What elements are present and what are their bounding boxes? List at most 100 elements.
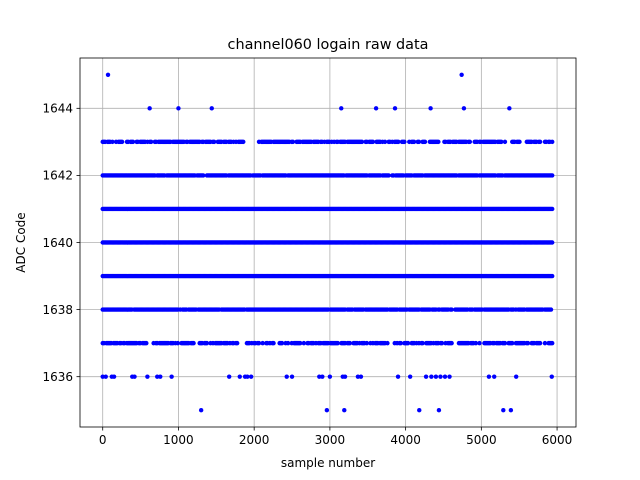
data-points bbox=[100, 72, 555, 413]
data-point bbox=[438, 374, 443, 379]
data-point bbox=[486, 374, 492, 379]
y-tick-label: 1644 bbox=[42, 102, 73, 116]
data-point bbox=[392, 106, 398, 111]
data-point bbox=[111, 374, 117, 379]
data-point bbox=[548, 307, 554, 312]
data-point bbox=[211, 139, 217, 145]
data-point bbox=[237, 374, 242, 379]
x-tick-label: 3000 bbox=[315, 433, 346, 447]
y-tick-label: 1636 bbox=[42, 370, 73, 384]
data-point bbox=[386, 173, 391, 178]
data-point bbox=[542, 340, 548, 346]
data-point bbox=[439, 340, 445, 346]
data-point bbox=[467, 139, 473, 145]
data-point bbox=[317, 374, 322, 379]
data-point bbox=[416, 139, 422, 145]
x-tick-label: 6000 bbox=[542, 433, 573, 447]
data-point bbox=[191, 340, 196, 346]
data-point bbox=[339, 106, 344, 111]
data-point bbox=[373, 106, 379, 111]
data-point bbox=[364, 340, 370, 346]
data-point bbox=[358, 374, 364, 379]
x-tick-label: 2000 bbox=[239, 433, 270, 447]
data-point bbox=[550, 173, 555, 178]
data-point bbox=[284, 374, 289, 379]
data-point bbox=[132, 374, 137, 379]
data-point bbox=[260, 340, 265, 346]
data-point bbox=[290, 139, 296, 145]
data-point bbox=[359, 139, 365, 145]
data-point bbox=[550, 240, 555, 245]
data-point bbox=[459, 72, 464, 77]
data-point bbox=[525, 340, 531, 346]
data-point bbox=[499, 139, 504, 145]
data-point bbox=[119, 139, 125, 145]
data-point bbox=[398, 340, 403, 346]
data-point bbox=[420, 340, 425, 346]
data-point bbox=[144, 340, 149, 346]
data-point bbox=[428, 106, 433, 111]
data-point bbox=[100, 374, 105, 379]
data-point bbox=[433, 374, 439, 379]
data-point bbox=[473, 340, 479, 346]
data-point bbox=[226, 374, 232, 379]
data-point bbox=[492, 374, 497, 379]
data-point bbox=[158, 374, 163, 379]
data-point bbox=[508, 408, 514, 413]
data-point bbox=[550, 139, 555, 145]
data-point bbox=[110, 139, 115, 145]
x-tick-label: 0 bbox=[99, 433, 107, 447]
data-point bbox=[395, 374, 401, 379]
data-point bbox=[477, 340, 482, 346]
y-tick-label: 1638 bbox=[42, 303, 73, 317]
data-point bbox=[248, 374, 254, 379]
data-point bbox=[235, 340, 240, 346]
data-point bbox=[245, 374, 250, 379]
y-tick-label: 1642 bbox=[42, 169, 73, 183]
data-point bbox=[449, 307, 454, 312]
x-tick-label: 1000 bbox=[163, 433, 194, 447]
data-point bbox=[327, 374, 333, 379]
x-tick-label: 4000 bbox=[390, 433, 421, 447]
data-point bbox=[402, 139, 407, 145]
data-point bbox=[145, 374, 150, 379]
data-point bbox=[513, 374, 519, 379]
data-point bbox=[289, 374, 295, 379]
data-point bbox=[537, 340, 543, 346]
data-point bbox=[148, 139, 154, 145]
data-point bbox=[449, 340, 454, 346]
data-point bbox=[204, 340, 210, 346]
data-point bbox=[347, 340, 353, 346]
data-point bbox=[501, 408, 506, 413]
data-point bbox=[407, 374, 413, 379]
data-point bbox=[510, 340, 515, 346]
data-point bbox=[169, 374, 174, 379]
data-point bbox=[342, 374, 348, 379]
data-point bbox=[382, 139, 388, 145]
data-point bbox=[175, 340, 181, 346]
data-point bbox=[342, 408, 347, 413]
data-point bbox=[507, 106, 512, 111]
data-point bbox=[550, 340, 555, 346]
data-point bbox=[147, 106, 152, 111]
data-point bbox=[436, 408, 442, 413]
data-point bbox=[285, 340, 291, 346]
data-point bbox=[279, 340, 285, 346]
data-point bbox=[385, 340, 390, 346]
data-point bbox=[442, 374, 448, 379]
y-tick-label: 1640 bbox=[42, 236, 73, 250]
data-point bbox=[198, 408, 204, 413]
data-point bbox=[201, 173, 206, 178]
data-point bbox=[335, 340, 340, 346]
data-point bbox=[517, 139, 522, 145]
data-point bbox=[155, 374, 160, 379]
data-point bbox=[103, 374, 108, 379]
data-point bbox=[320, 374, 325, 379]
data-point bbox=[301, 340, 307, 346]
data-point bbox=[537, 139, 543, 145]
data-point bbox=[461, 106, 467, 111]
data-point bbox=[298, 340, 303, 346]
data-point bbox=[549, 374, 554, 379]
data-point bbox=[429, 374, 434, 379]
